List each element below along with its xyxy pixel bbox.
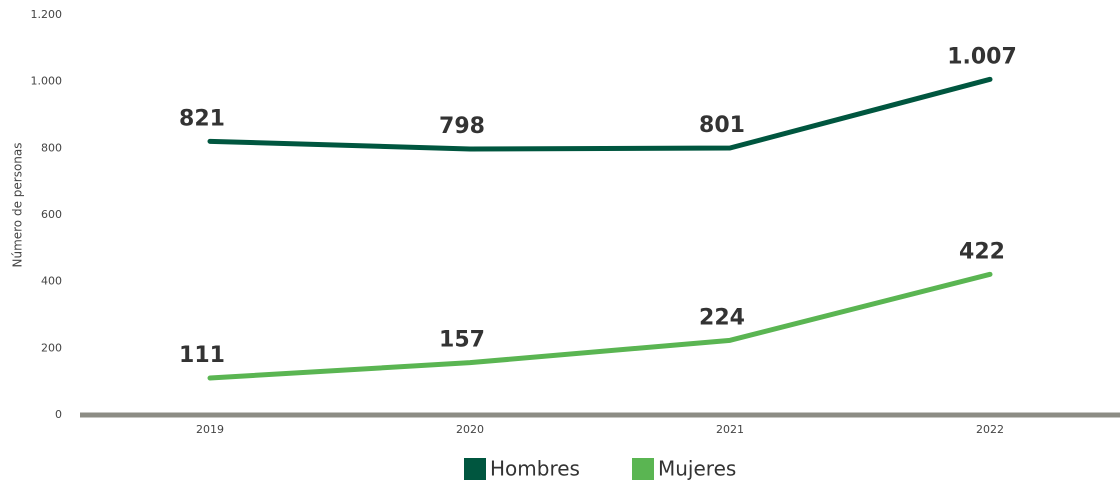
y-tick-label: 200 (41, 341, 62, 354)
x-tick-label: 2022 (976, 423, 1004, 436)
y-tick-label: 0 (55, 408, 62, 421)
legend-label: Mujeres (658, 457, 736, 481)
legend-label: Hombres (490, 457, 580, 481)
y-tick-label: 1.000 (31, 75, 63, 88)
y-tick-label: 800 (41, 141, 62, 154)
data-label: 798 (439, 114, 485, 139)
data-label: 801 (699, 113, 745, 138)
x-tick-label: 2020 (456, 423, 484, 436)
legend-swatch (632, 458, 654, 480)
data-label: 111 (179, 343, 225, 368)
series-line (207, 271, 993, 381)
y-tick-label: 400 (41, 275, 62, 288)
y-tick-label: 600 (41, 208, 62, 221)
y-axis-label: Número de personas (11, 142, 25, 267)
data-label: 157 (439, 328, 485, 353)
series-line (207, 76, 993, 152)
data-label: 1.007 (947, 44, 1017, 69)
data-label: 224 (699, 305, 745, 330)
y-tick-label: 1.200 (31, 8, 63, 21)
data-label: 422 (959, 239, 1005, 264)
x-tick-label: 2021 (716, 423, 744, 436)
data-label: 821 (179, 106, 225, 131)
x-tick-label: 2019 (196, 423, 224, 436)
legend-swatch (464, 458, 486, 480)
